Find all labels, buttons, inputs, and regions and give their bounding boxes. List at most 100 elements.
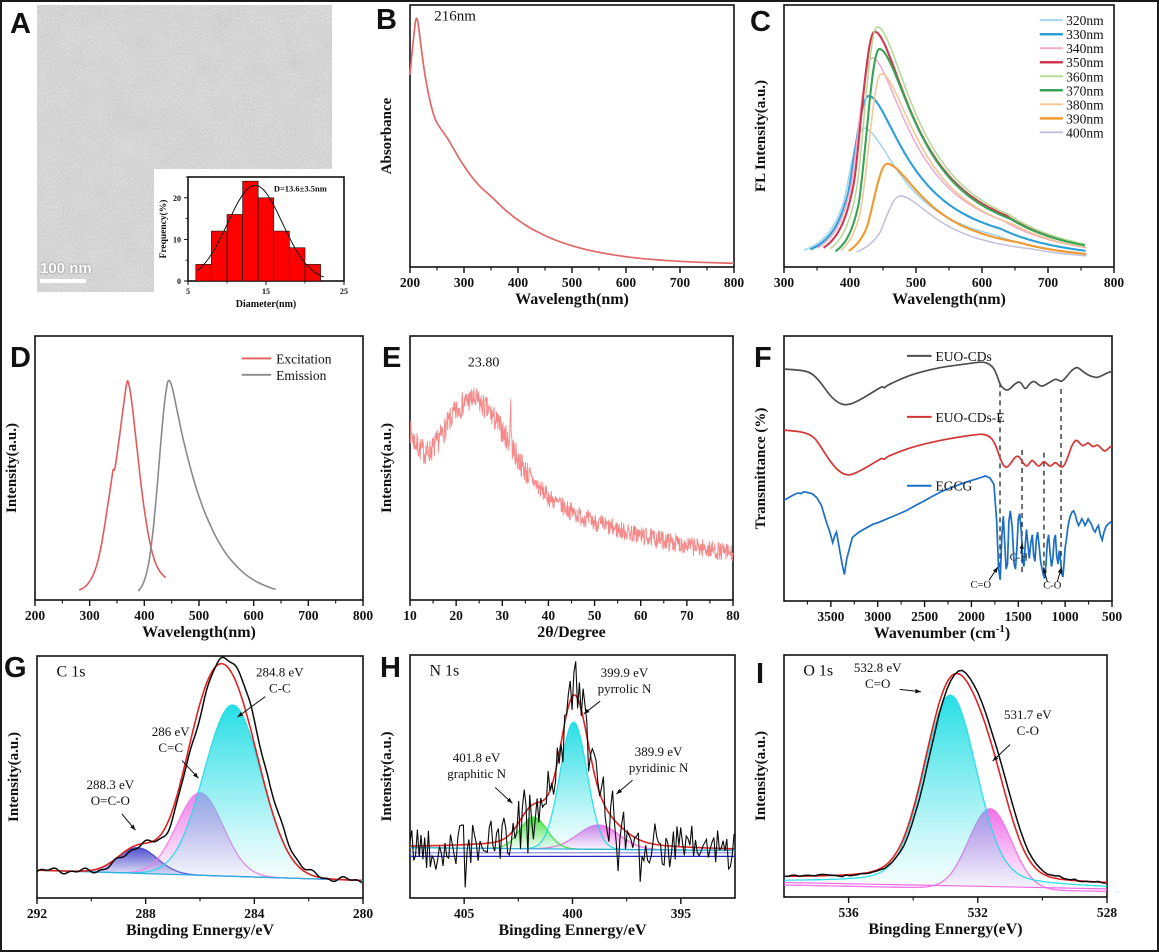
x-tick-label: 70 — [680, 608, 694, 623]
legend-label: 320nm — [1066, 13, 1104, 28]
raw-spectrum — [783, 669, 1106, 885]
legend-label: 330nm — [1066, 27, 1104, 42]
x-tick-label: 300 — [774, 275, 795, 290]
panel-i-chart: 536 532 528 532.8 eVC=O 531.7 eVC-O O 1s Bingd… — [753, 654, 1118, 938]
peak-annotation: C-C — [269, 681, 291, 696]
fit-envelope — [37, 662, 362, 882]
series-emission — [137, 379, 276, 592]
x-tick-label: 284 — [244, 906, 265, 921]
panel-f-label: F — [754, 342, 772, 374]
x-tick-label: 395 — [671, 906, 692, 921]
y-axis-label: Transmittance (%) — [753, 408, 769, 530]
x-tick-label: 800 — [724, 275, 744, 290]
plot-frame — [783, 4, 1115, 268]
x-axis-label: Bingding Ennergy/eV — [126, 922, 274, 939]
series-EUO-CDs-E — [783, 429, 1113, 476]
panel-b-label: B — [376, 4, 397, 36]
x-tick-label: 200 — [400, 275, 421, 290]
panel-c-chart: 300 400 500 600 700 800 320nm330nm340nm350nm36… — [753, 4, 1124, 308]
y-axis-label: Intensity(a.u.) — [379, 731, 395, 821]
raw-spectrum — [409, 661, 735, 888]
x-axis-label: Bingding Ennergy/eV — [498, 922, 646, 939]
x-tick-label: 600 — [244, 608, 265, 623]
panel-e-label: E — [382, 342, 402, 374]
panel-d-chart: 200 300 400 500 600 700 800 Excitation Emission W… — [4, 335, 373, 641]
x-axis-label: 2θ/Degree — [537, 624, 605, 641]
peak-annotation: 401.8 eV — [453, 750, 501, 765]
peak-annotation: pyrrolic N — [598, 681, 652, 696]
x-tick-label: 528 — [1097, 905, 1118, 920]
xrd-pattern — [409, 387, 734, 562]
x-axis-label: Bingding Ennergy(eV) — [868, 921, 1022, 938]
peak-annotation: C=C — [158, 740, 183, 755]
label: 20 — [173, 194, 181, 203]
histogram-bar — [257, 197, 275, 282]
y-axis-label: Absorbance — [379, 97, 395, 174]
histogram-bar — [304, 264, 321, 282]
label: 10 — [173, 235, 181, 244]
x-axis-label: Diameter(nm) — [236, 299, 297, 310]
legend-label: 350nm — [1066, 55, 1104, 70]
label: 15 — [262, 287, 270, 296]
arrow-head — [193, 772, 199, 779]
peak-annotation: 399.9 eV — [601, 665, 649, 680]
component-fill-C=O — [784, 695, 1107, 889]
panel-f-chart: 3500 3000 2500 2000 1500 1000 500 EUO-CDs EUO-CD… — [753, 335, 1123, 642]
peak-annotation: pyridinic N — [629, 760, 689, 775]
histogram-bar — [226, 214, 243, 282]
panel-g-chart: 292 288 284 280 284.8 eVC-C 286 eVC=C 288.3 eV… — [6, 655, 374, 939]
x-axis-label: Wavelength(nm) — [892, 291, 1006, 308]
arrow-head — [1042, 567, 1047, 574]
y-axis-label: Intensity(a.u.) — [379, 423, 395, 513]
x-tick-label: 40 — [542, 608, 556, 623]
x-tick-label: 400 — [562, 906, 583, 921]
peak-annotation: C-O — [1017, 723, 1039, 738]
panel-a-label: A — [10, 8, 31, 40]
x-tick-label: 30 — [496, 608, 510, 623]
size-histogram-inset: 5 15 25 0 10 20 Diameter(nm) Frequency(%) D=13.6… — [154, 169, 354, 311]
series-360nm — [829, 26, 1086, 250]
y-axis-label: FL Intensity(a.u.) — [753, 80, 769, 192]
x-tick-label: 500 — [1102, 609, 1123, 624]
x-tick-label: 532 — [968, 905, 989, 920]
x-tick-label: 1000 — [1052, 609, 1079, 624]
peak-annotation: 288.3 eV — [87, 777, 135, 792]
x-tick-label: 280 — [353, 906, 374, 921]
x-tick-label: 3000 — [864, 609, 891, 624]
bond-annotation: C=O — [971, 580, 992, 591]
series-350nm — [823, 30, 1086, 249]
plot-frame — [409, 4, 735, 268]
x-tick-label: 300 — [80, 608, 101, 623]
peak-annotation: 284.8 eV — [256, 665, 304, 680]
panel-d-label: D — [10, 342, 31, 374]
histogram-bar — [195, 264, 212, 282]
legend-label: 340nm — [1066, 41, 1104, 56]
histogram-bar — [242, 180, 259, 282]
panel-title: C 1s — [57, 664, 86, 681]
scale-bar-label: 100 nm — [40, 260, 92, 277]
x-axis-label: Wavelength(nm) — [515, 291, 629, 308]
y-axis-label: Intensity(a.u.) — [753, 731, 769, 821]
x-tick-label: 400 — [134, 608, 155, 623]
peak-annotation: graphitic N — [447, 766, 506, 781]
x-tick-label: 400 — [508, 275, 529, 290]
peak-annotation: 23.80 — [468, 355, 500, 370]
x-tick-label: 500 — [562, 275, 583, 290]
bond-annotation: C-H — [1010, 553, 1029, 564]
arrow-head — [130, 824, 136, 831]
x-tick-label: 80 — [726, 608, 740, 623]
x-tick-label: 292 — [27, 906, 48, 921]
arrow-head — [992, 567, 998, 573]
panel-e-chart: 10 20 30 40 50 60 70 80 23.80 2θ/Degree Intensity(… — [379, 335, 740, 641]
histogram-bar — [211, 230, 228, 282]
x-tick-label: 600 — [972, 275, 993, 290]
series-EGCG — [783, 474, 1112, 580]
x-tick-label: 10 — [403, 608, 417, 623]
panel-title: O 1s — [803, 663, 833, 680]
arrow-head — [506, 797, 513, 804]
x-tick-label: 2000 — [958, 609, 985, 624]
x-tick-label: 200 — [25, 608, 46, 623]
x-tick-label: 20 — [449, 608, 463, 623]
arrow-head — [915, 688, 921, 694]
